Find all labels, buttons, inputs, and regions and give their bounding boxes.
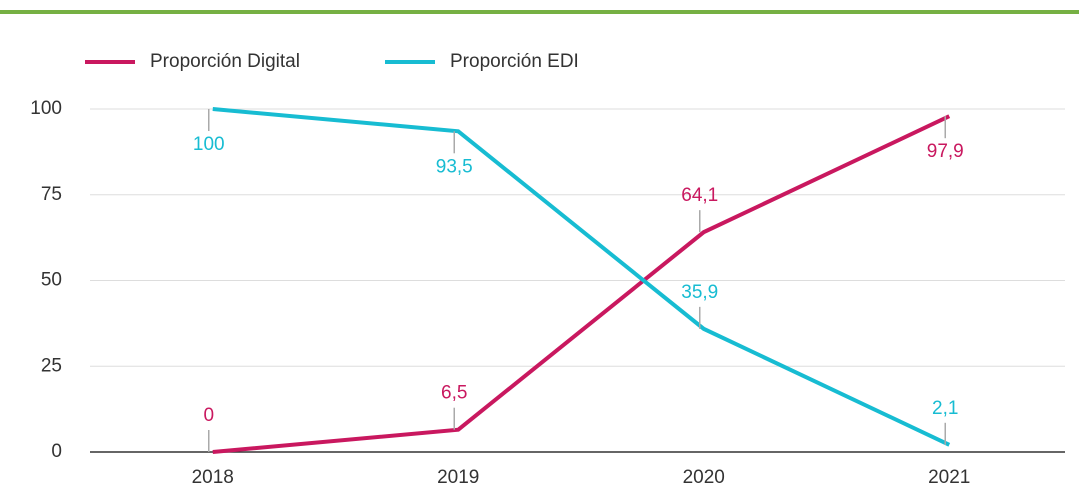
y-tick-label: 75	[41, 184, 62, 205]
data-label: 64,1	[681, 185, 718, 206]
series-line	[212, 114, 951, 454]
data-label: 6,5	[441, 383, 467, 404]
x-tick-label: 2019	[437, 467, 479, 488]
data-label: 0	[203, 405, 214, 426]
data-label: 97,9	[927, 141, 964, 162]
data-label: 35,9	[681, 282, 718, 303]
series-line	[212, 107, 951, 447]
data-label: 100	[193, 134, 225, 155]
data-label: 2,1	[932, 398, 958, 419]
x-tick-label: 2018	[192, 467, 234, 488]
y-tick-label: 0	[51, 441, 62, 462]
x-tick-label: 2021	[928, 467, 970, 488]
legend-label: Proporción Digital	[150, 51, 300, 72]
y-tick-label: 25	[41, 355, 62, 376]
x-tick-label: 2020	[683, 467, 725, 488]
y-tick-label: 50	[41, 270, 62, 291]
legend-label: Proporción EDI	[450, 51, 579, 72]
data-label: 93,5	[436, 156, 473, 177]
y-tick-label: 100	[30, 98, 62, 119]
top-rule	[0, 10, 1079, 14]
